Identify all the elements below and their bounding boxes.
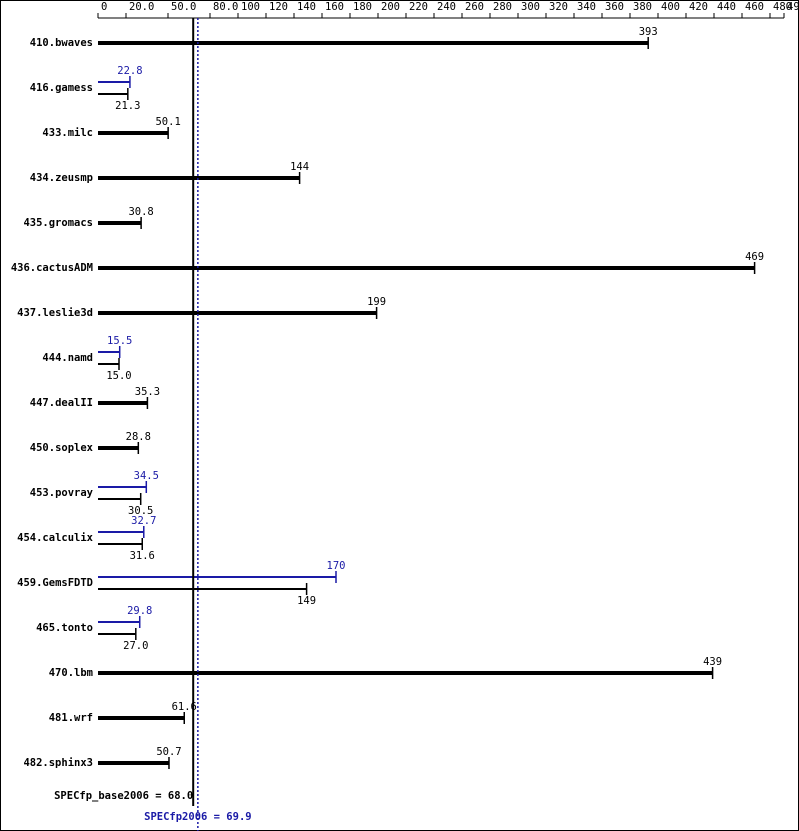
x-tick-label: 260 [465,1,484,13]
x-tick-label: 490 [787,1,799,13]
x-tick-label: 180 [353,1,372,13]
value-label: 35.3 [135,386,160,398]
value-label: 50.7 [156,746,181,758]
x-tick-label: 100 [241,1,260,13]
value-label: 28.8 [126,431,151,443]
value-label: 15.0 [106,370,131,382]
value-label: 170 [327,560,346,572]
value-label: 144 [290,161,309,173]
x-tick-label: 280 [493,1,512,13]
category-label: 444.namd [42,352,93,364]
value-label: 22.8 [117,65,142,77]
x-tick-label: 120 [269,1,288,13]
value-label: 149 [297,595,316,607]
x-tick-label: 20.0 [129,1,154,13]
value-label: 199 [367,296,386,308]
x-tick-label: 440 [717,1,736,13]
x-tick-label: 80.0 [213,1,238,13]
value-label: 21.3 [115,100,140,112]
category-label: 410.bwaves [30,37,93,49]
x-tick-label: 140 [297,1,316,13]
x-tick-label: 400 [661,1,680,13]
x-tick-label: 360 [605,1,624,13]
category-label: 482.sphinx3 [23,757,93,769]
category-label: 450.soplex [30,442,94,454]
value-label: 30.8 [128,206,153,218]
value-label: 50.1 [155,116,180,128]
value-label: 32.7 [131,515,156,527]
value-label: 30.5 [128,505,153,517]
category-label: 470.lbm [49,667,93,679]
value-label: 393 [639,26,658,38]
category-label: 435.gromacs [23,217,93,229]
category-label: 416.gamess [30,82,93,94]
value-label: 27.0 [123,640,148,652]
mean-label: SPECfp2006 = 69.9 [144,811,251,823]
category-label: 453.povray [30,487,94,499]
x-tick-label: 380 [633,1,652,13]
value-label: 15.5 [107,335,132,347]
x-tick-label: 0 [101,1,107,13]
x-tick-label: 420 [689,1,708,13]
category-label: 454.calculix [17,532,94,544]
value-label: 469 [745,251,764,263]
value-label: 34.5 [134,470,159,482]
value-label: 29.8 [127,605,152,617]
mean-label: SPECfp_base2006 = 68.0 [54,790,193,802]
value-label: 439 [703,656,722,668]
category-label: 434.zeusmp [30,172,93,184]
category-label: 433.milc [42,127,93,139]
x-tick-label: 340 [577,1,596,13]
x-tick-label: 240 [437,1,456,13]
x-tick-label: 480 [773,1,792,13]
category-label: 459.GemsFDTD [17,577,93,589]
x-tick-label: 320 [549,1,568,13]
x-tick-label: 200 [381,1,400,13]
category-label: 437.leslie3d [17,307,93,319]
category-label: 465.tonto [36,622,93,634]
category-label: 447.dealII [30,397,93,409]
x-tick-label: 50.0 [171,1,196,13]
category-label: 436.cactusADM [11,262,93,274]
x-tick-label: 220 [409,1,428,13]
value-label: 31.6 [130,550,155,562]
x-tick-label: 460 [745,1,764,13]
x-tick-label: 300 [521,1,540,13]
category-label: 481.wrf [49,712,93,724]
value-label: 61.6 [172,701,197,713]
x-tick-label: 160 [325,1,344,13]
